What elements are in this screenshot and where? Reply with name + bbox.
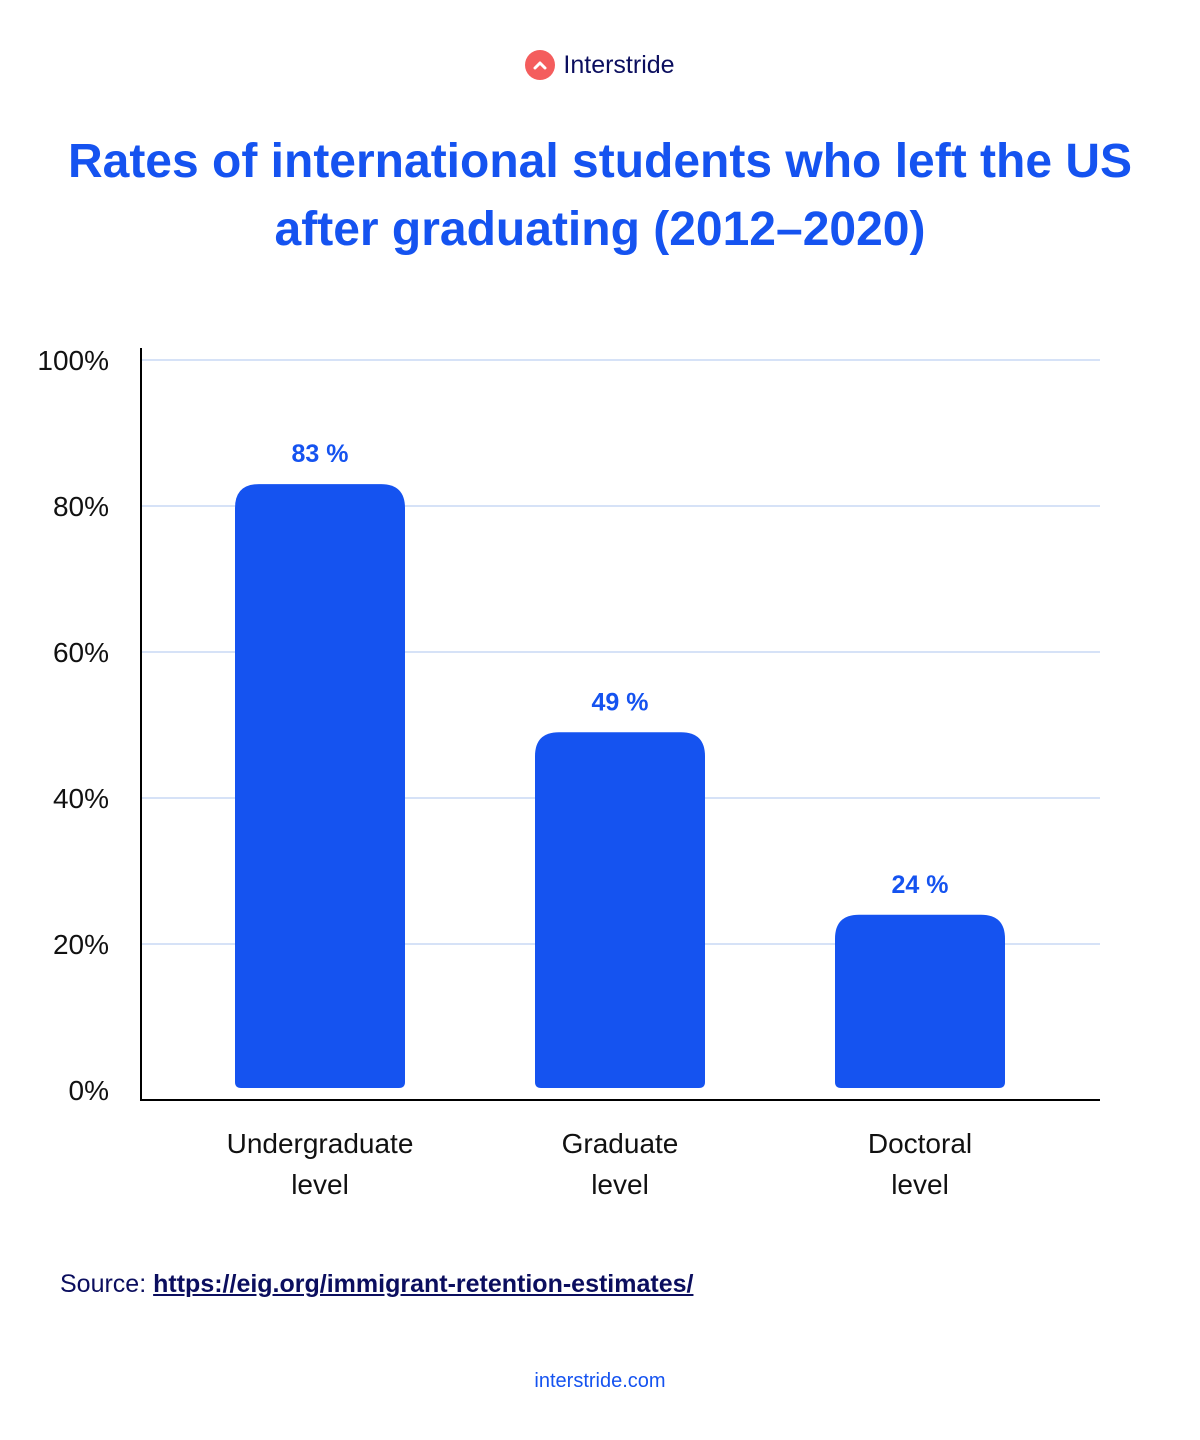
chevron-up-icon	[525, 50, 556, 80]
x-tick-label: Doctoral	[868, 1128, 972, 1159]
x-tick-label: Graduate	[562, 1128, 679, 1159]
source-label: Source:	[60, 1270, 147, 1298]
data-label: 49 %	[592, 688, 649, 716]
y-tick-label: 20%	[53, 929, 109, 960]
y-tick-label: 60%	[53, 637, 109, 668]
footer-site[interactable]: interstride.com	[534, 1370, 666, 1392]
chart-title: Rates of international students who left…	[67, 135, 1133, 256]
x-tick-label: level	[891, 1169, 949, 1200]
brand-logo: Interstride	[0, 50, 1200, 80]
data-label: 83 %	[292, 440, 349, 468]
source-link[interactable]: https://eig.org/immigrant-retention-esti…	[153, 1270, 694, 1298]
y-tick-label: 0%	[69, 1075, 109, 1106]
y-tick-label: 40%	[53, 783, 109, 814]
data-label: 24 %	[892, 871, 949, 899]
x-tick-label: level	[591, 1169, 649, 1200]
y-tick-label: 80%	[53, 491, 109, 522]
y-tick-label: 100%	[37, 345, 109, 376]
bar	[535, 732, 705, 1088]
brand-name: Interstride	[563, 50, 675, 79]
bar	[835, 914, 1005, 1088]
bar	[235, 484, 405, 1089]
x-tick-label: level	[291, 1169, 349, 1200]
source: Source: https://eig.org/immigrant-retent…	[60, 1270, 693, 1299]
x-tick-label: Undergraduate	[227, 1128, 414, 1159]
